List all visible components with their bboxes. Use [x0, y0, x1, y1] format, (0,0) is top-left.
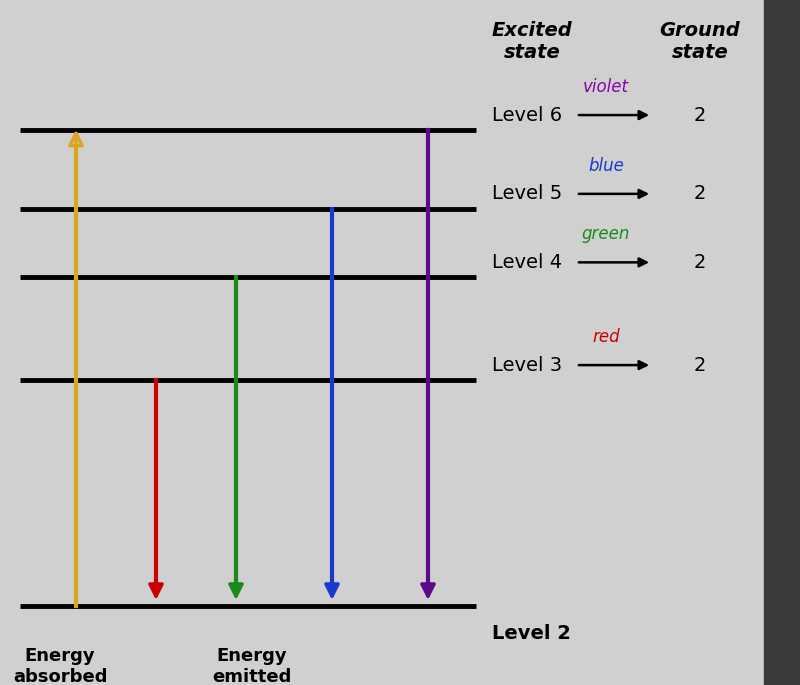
Text: Level 6: Level 6 [492, 105, 562, 125]
Text: red: red [592, 328, 620, 346]
Text: blue: blue [588, 157, 624, 175]
Text: 2: 2 [694, 184, 706, 203]
Text: Level 2: Level 2 [492, 624, 571, 643]
Text: Level 4: Level 4 [492, 253, 562, 272]
Text: Ground
state: Ground state [660, 21, 740, 62]
Text: violet: violet [583, 78, 629, 96]
Text: 2: 2 [694, 253, 706, 272]
Text: Energy
emitted: Energy emitted [212, 647, 292, 685]
Text: Level 5: Level 5 [492, 184, 562, 203]
Text: Level 3: Level 3 [492, 356, 562, 375]
Bar [764, 0, 800, 685]
Text: Energy
absorbed: Energy absorbed [13, 647, 107, 685]
Text: green: green [582, 225, 630, 243]
Text: 2: 2 [694, 356, 706, 375]
Text: Excited
state: Excited state [492, 21, 572, 62]
Text: 2: 2 [694, 105, 706, 125]
